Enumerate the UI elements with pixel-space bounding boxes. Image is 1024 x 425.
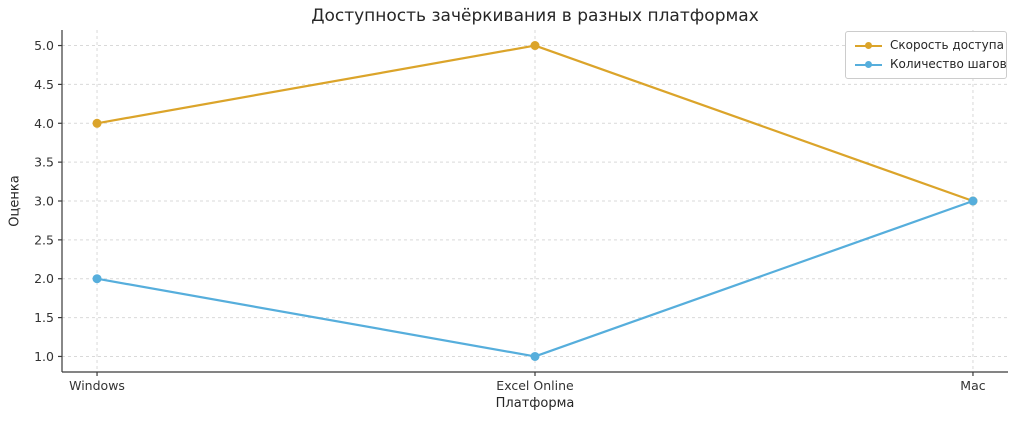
x-axis-label: Платформа [495,396,575,411]
data-point-series-0 [92,118,102,128]
y-axis-label: Оценка [7,175,23,227]
data-point-series-1 [968,196,978,206]
data-point-series-0 [530,41,540,51]
data-point-series-1 [92,274,102,284]
x-tick-label: Excel Online [496,378,574,393]
legend-line-marker-icon [855,60,882,70]
x-tick-label: Mac [960,378,985,393]
y-tick-label: 3.5 [34,155,54,170]
y-tick-label: 3.0 [34,194,54,209]
legend-dot-marker-icon [865,61,872,68]
y-tick-label: 4.0 [34,116,54,131]
legend-item-speed: Скорость доступа [855,38,1004,53]
y-tick-label: 1.5 [34,310,54,325]
chart-title: Доступность зачёркивания в разных платфо… [311,6,759,26]
legend: Скорость доступа Количество шагов [845,31,1007,79]
legend-label-speed: Скорость доступа [890,38,1004,52]
legend-line-marker-icon [855,41,882,51]
data-point-series-1 [530,351,540,361]
legend-item-steps: Количество шагов [855,57,1007,72]
y-tick-label: 2.0 [34,271,54,286]
x-tick-label: Windows [69,378,125,393]
y-tick-label: 5.0 [34,38,54,53]
y-tick-label: 1.0 [34,349,54,364]
y-tick-label: 2.5 [34,232,54,247]
legend-dot-marker-icon [865,42,872,49]
y-tick-label: 4.5 [34,77,54,92]
legend-label-steps: Количество шагов [890,57,1007,71]
